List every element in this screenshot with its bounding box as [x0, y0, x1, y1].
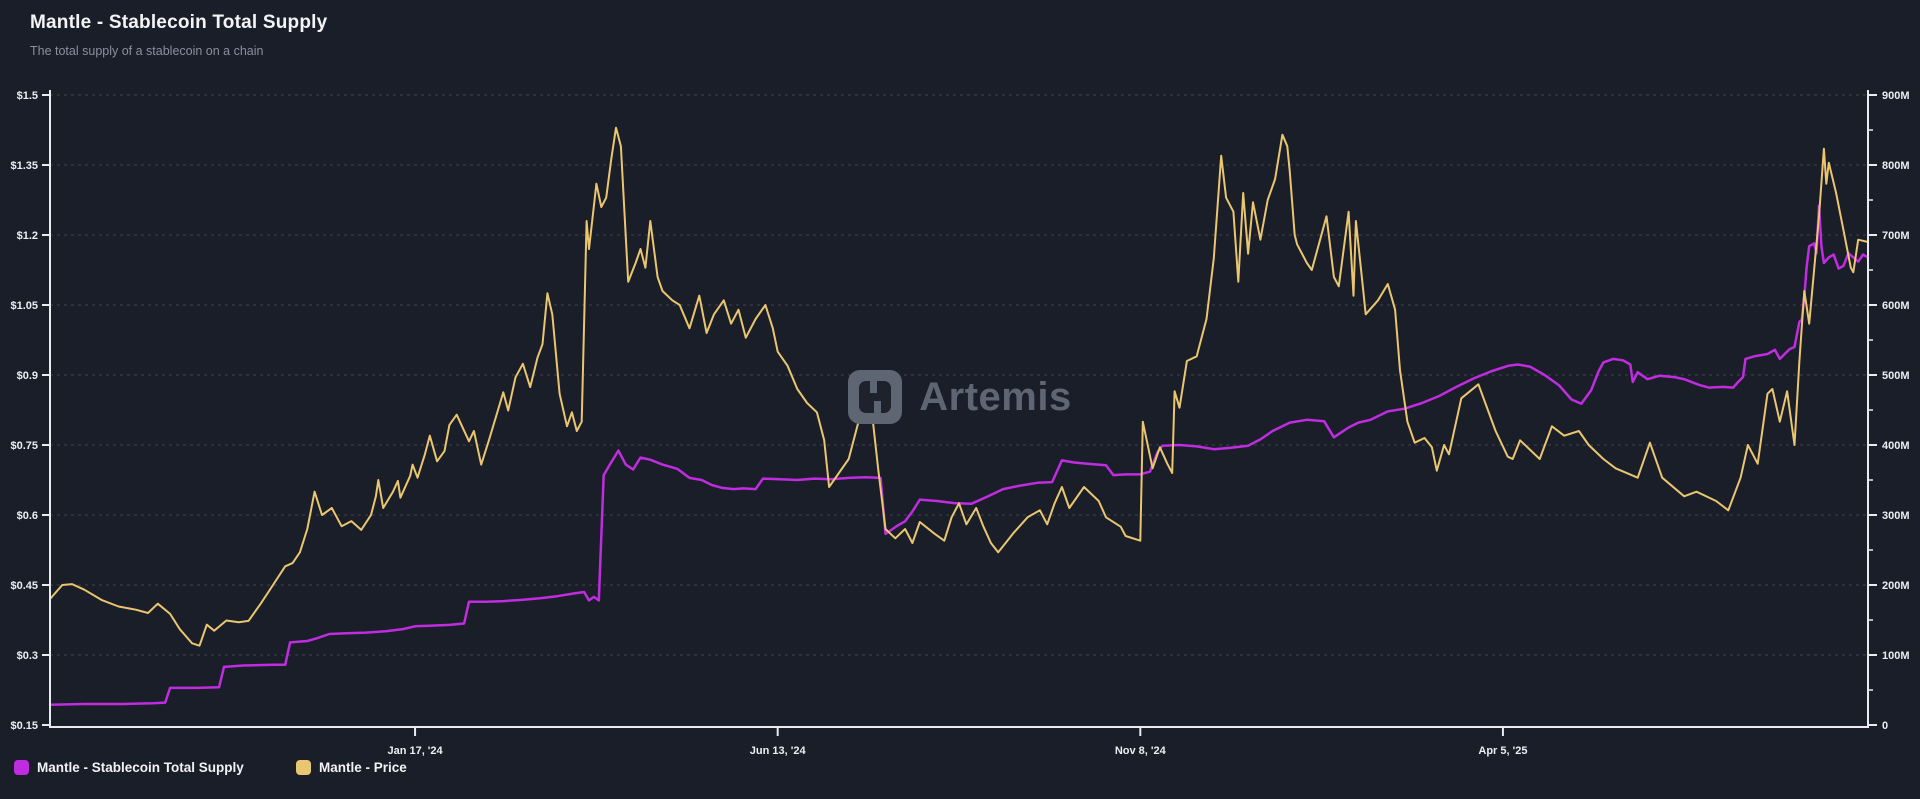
- left-axis-tick-label: $1.05: [10, 300, 38, 312]
- legend-swatch-supply: [14, 760, 29, 775]
- x-axis-tick-label: Jun 13, '24: [750, 745, 807, 757]
- right-axis-tick-label: 200M: [1882, 580, 1910, 592]
- right-axis-tick-label: 100M: [1882, 650, 1910, 662]
- legend-label-price: Mantle - Price: [319, 760, 407, 775]
- right-axis-tick-label: 300M: [1882, 510, 1910, 522]
- legend-item-price[interactable]: Mantle - Price: [296, 760, 407, 775]
- right-axis-tick-label: 0: [1882, 720, 1888, 732]
- left-axis-tick-label: $1.2: [17, 230, 38, 242]
- x-axis-tick-label: Jan 17, '24: [387, 745, 443, 757]
- series-line-stablecoin-supply[interactable]: [48, 204, 1870, 706]
- legend-label-supply: Mantle - Stablecoin Total Supply: [37, 760, 244, 775]
- page-subtitle: The total supply of a stablecoin on a ch…: [30, 44, 264, 58]
- x-axis-tick-label: Nov 8, '24: [1115, 745, 1167, 757]
- page-title: Mantle - Stablecoin Total Supply: [30, 12, 328, 33]
- right-axis-tick-label: 600M: [1882, 300, 1910, 312]
- right-axis-tick-label: 800M: [1882, 160, 1910, 172]
- left-axis-tick-label: $0.75: [10, 440, 38, 452]
- left-axis-tick-label: $1.5: [17, 90, 38, 102]
- legend: Mantle - Stablecoin Total Supply Mantle …: [0, 760, 1920, 784]
- legend-swatch-price: [296, 760, 311, 775]
- left-axis-tick-label: $1.35: [10, 160, 38, 172]
- left-axis-tick-label: $0.6: [17, 510, 38, 522]
- right-axis-tick-label: 700M: [1882, 230, 1910, 242]
- right-axis-tick-label: 400M: [1882, 440, 1910, 452]
- left-axis-tick-label: $0.9: [17, 370, 38, 382]
- legend-item-stablecoin-supply[interactable]: Mantle - Stablecoin Total Supply: [14, 760, 244, 775]
- left-axis-tick-label: $0.3: [17, 650, 38, 662]
- x-axis-tick-label: Apr 5, '25: [1478, 745, 1527, 757]
- left-axis-tick-label: $0.15: [10, 720, 38, 732]
- left-axis-tick-label: $0.45: [10, 580, 38, 592]
- right-axis-tick-label: 900M: [1882, 90, 1910, 102]
- series-line-price[interactable]: [49, 126, 1869, 647]
- right-axis-tick-label: 500M: [1882, 370, 1910, 382]
